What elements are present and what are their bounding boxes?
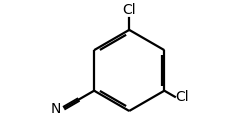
Text: N: N	[51, 102, 61, 116]
Text: Cl: Cl	[122, 3, 135, 17]
Text: Cl: Cl	[175, 90, 188, 104]
